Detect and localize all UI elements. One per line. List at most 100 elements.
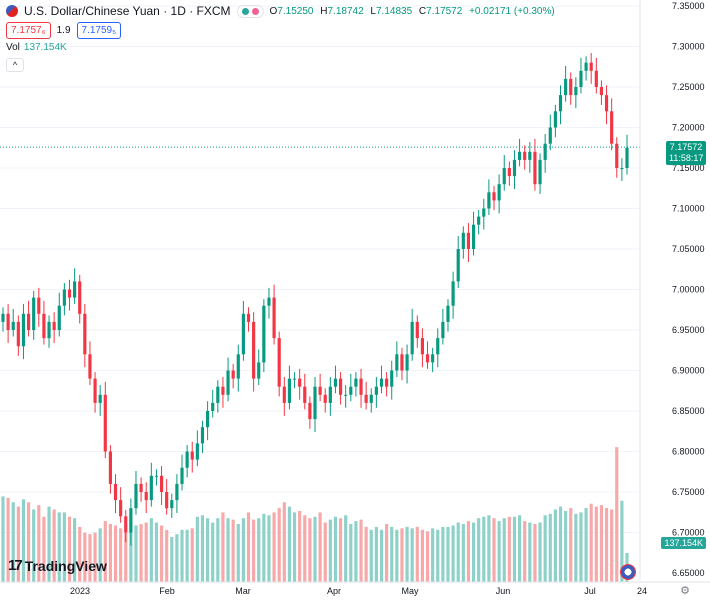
candle-body — [579, 70, 583, 87]
candle-body — [487, 192, 491, 209]
time-tick-label: 2023 — [70, 586, 90, 596]
candle-body — [195, 443, 199, 460]
price-tick-label: 6.85000 — [672, 406, 705, 416]
candle-body — [103, 394, 107, 452]
candle-body — [6, 313, 10, 330]
candle-body — [67, 289, 72, 298]
price-tick-label: 7.25000 — [672, 82, 705, 92]
candle-body — [456, 249, 460, 282]
candle-body — [492, 192, 496, 201]
candle-body — [625, 147, 629, 168]
volume-bar — [175, 534, 179, 582]
volume-bar — [180, 529, 184, 582]
chart-grid — [0, 5, 640, 574]
volume-bar — [431, 528, 435, 582]
spread-value: 1.9 — [56, 25, 71, 36]
candle-body — [62, 289, 66, 306]
gear-icon[interactable]: ⚙ — [680, 585, 690, 597]
volume-bar — [574, 513, 578, 582]
volume-bar — [124, 532, 128, 582]
candle-body — [502, 168, 506, 185]
volume-bar — [52, 509, 56, 582]
time-tick-label: Jun — [496, 586, 511, 596]
candle-body — [298, 378, 302, 387]
collapse-legend-button[interactable]: ^ — [6, 58, 24, 72]
volume-bar — [37, 505, 41, 582]
candle-body — [379, 378, 384, 387]
sell-button[interactable]: 7.1757₆ — [6, 22, 51, 39]
volume-bar — [159, 525, 164, 582]
volume-bar — [226, 518, 230, 582]
candle-body — [466, 232, 471, 249]
volume-bar — [108, 524, 112, 582]
status-dots[interactable] — [236, 4, 264, 18]
volume-bar — [11, 502, 15, 582]
candle-body — [257, 362, 261, 379]
flag-icon[interactable] — [620, 564, 636, 580]
candle-body — [507, 168, 511, 177]
candle-body — [385, 378, 389, 387]
volume-bar — [195, 516, 199, 582]
volume-bar — [436, 529, 440, 582]
volume-bar — [456, 522, 460, 582]
volume-bar — [32, 509, 36, 582]
volume-bar — [523, 521, 527, 582]
candle-body — [528, 151, 532, 160]
candle-body — [47, 321, 51, 339]
candle-body — [16, 321, 20, 347]
volume-bar — [252, 519, 256, 582]
volume-bar — [492, 518, 496, 582]
candle-body — [180, 467, 184, 484]
candle-body — [584, 62, 588, 71]
volume-bar — [282, 502, 286, 582]
candle-body — [477, 216, 481, 225]
time-tick-label: Jul — [584, 586, 596, 596]
price-tick-label: 6.80000 — [672, 447, 705, 457]
candle-body — [165, 492, 169, 509]
volume-bar — [246, 512, 251, 582]
volume-bar — [323, 522, 327, 582]
tradingview-logo[interactable]: 17 TradingView — [8, 557, 107, 574]
buy-button[interactable]: 7.1759₅ — [76, 22, 122, 39]
candle-body — [333, 378, 338, 387]
candle-body — [149, 475, 153, 501]
volume-bar — [221, 512, 225, 582]
volume-bar — [103, 521, 107, 582]
volume-bar — [487, 515, 491, 582]
candle-body — [436, 338, 440, 355]
volume-bar — [26, 502, 31, 582]
candle-body — [262, 305, 266, 363]
volume-bar — [579, 512, 583, 582]
volume-bar — [477, 518, 481, 582]
last-price-tag: 7.17572 11:58:17 — [666, 141, 706, 165]
candle-body — [308, 402, 312, 420]
candle-body — [482, 208, 486, 217]
volume-bar — [548, 513, 552, 582]
volume-bar — [589, 503, 593, 582]
volume-bar — [298, 510, 302, 582]
volume-bar — [257, 518, 261, 582]
volume-bar — [564, 510, 568, 582]
volume-bar — [518, 515, 522, 582]
candle-body — [221, 386, 225, 395]
candle-body — [446, 305, 450, 322]
volume-bar — [410, 528, 414, 582]
volume-bar — [502, 518, 506, 582]
candle-body — [574, 87, 578, 96]
candle-body — [211, 402, 215, 411]
candle-body — [292, 378, 297, 380]
price-tick-label: 7.05000 — [672, 244, 705, 254]
candle-body — [246, 313, 251, 322]
volume-bar — [610, 509, 614, 582]
volume-bar — [615, 447, 619, 582]
volume-bar — [441, 526, 445, 582]
candle-body — [241, 313, 245, 355]
time-tick-label: 24 — [637, 586, 647, 596]
volume-bar — [47, 506, 51, 582]
symbol-title[interactable]: U.S. Dollar/Chinese Yuan · 1D · FXCM — [24, 4, 231, 18]
volume-bar — [599, 505, 604, 582]
candle-body — [344, 394, 348, 396]
candle-body — [98, 394, 102, 403]
candle-body — [431, 354, 435, 363]
